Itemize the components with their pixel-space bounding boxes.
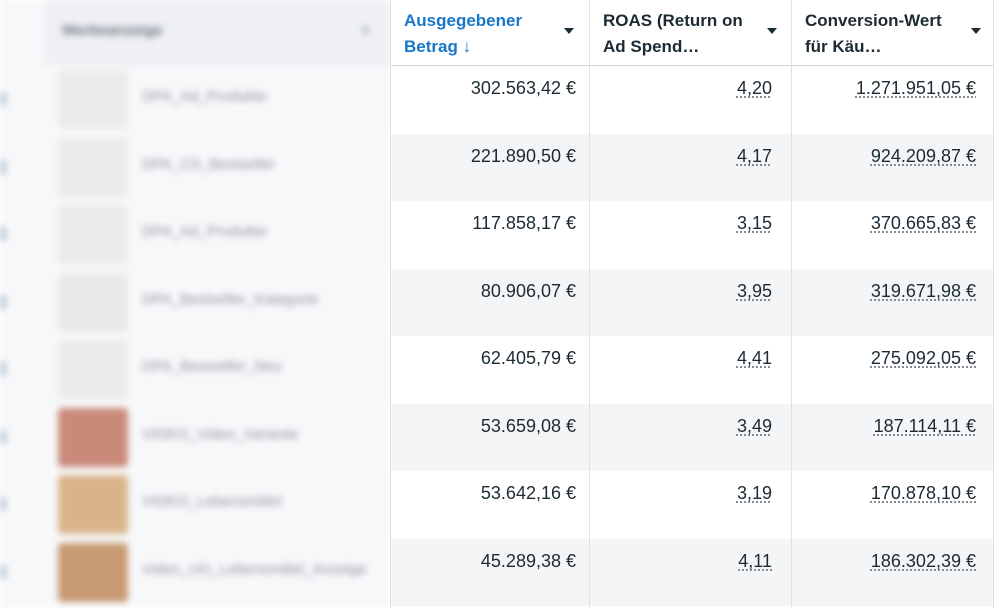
table-row: 62.405,79 € 4,41 275.092,05 € — [390, 336, 994, 403]
conversion-value: 1.271.951,05 € — [855, 78, 976, 98]
table-row: 53.642,16 € 3,19 170.878,10 € — [390, 471, 994, 538]
conversion-value-cell[interactable]: 170.878,10 € — [871, 483, 976, 504]
column-header-spend-label: Ausgegebener Betrag ↓ — [404, 11, 523, 56]
spend-cell: 45.289,38 € — [480, 550, 576, 571]
roas-cell[interactable]: 3,95 — [737, 281, 772, 302]
conversion-value-cell[interactable]: 319.671,98 € — [871, 281, 976, 302]
conversion-value-cell[interactable]: 186.302,39 € — [871, 551, 976, 572]
spend-cell: 80.906,07 € — [480, 280, 576, 301]
ad-name[interactable]: Video_UG_Lebensmittel_Anzeige — [142, 560, 367, 578]
conversion-value: 187.114,11 € — [873, 415, 976, 436]
conversion-value: 186.302,39 € — [870, 550, 976, 571]
roas-value: 3,49 — [736, 415, 772, 436]
row-marker — [0, 497, 6, 511]
conversion-value-cell[interactable]: 187.114,11 € — [874, 416, 976, 437]
roas-cell[interactable]: 4,17 — [737, 146, 772, 167]
row-marker — [0, 429, 6, 444]
conversion-value: 924.209,87 € — [870, 145, 976, 166]
ad-name-column-blurred: Werbeanzeige ▾ DPA_Ad_Produkte DPA_CS_Bes… — [0, 0, 390, 608]
spend-cell: 53.642,16 € — [480, 483, 576, 503]
table-row: 302.563,42 € 4,20 1.271.951,05 € — [390, 66, 994, 133]
spend-cell: 117.858,17 € — [472, 213, 576, 233]
table-row: 53.659,08 € 3,49 187.114,11 € — [390, 403, 994, 471]
conversion-value-cell[interactable]: 924.209,87 € — [871, 146, 976, 167]
row-marker — [0, 564, 6, 579]
caret-down-icon[interactable] — [564, 28, 574, 34]
table-row: 117.858,17 € 3,15 370.665,83 € — [390, 201, 994, 268]
table-row: 45.289,38 € 4,11 186.302,39 € — [390, 538, 994, 606]
conversion-value-cell[interactable]: 275.092,05 € — [871, 348, 976, 369]
ad-name-column-header[interactable]: Werbeanzeige ▾ — [44, 0, 390, 66]
column-header-roas-label: ROAS (Return on Ad Spend… — [603, 11, 743, 56]
column-header-conversion-label: Conversion-Wert für Käu… — [805, 11, 942, 56]
caret-down-icon[interactable] — [971, 28, 981, 34]
ad-row[interactable]: DPA_CS_Bestseller — [0, 134, 390, 201]
ad-thumbnail — [58, 475, 128, 534]
column-divider — [390, 0, 391, 608]
roas-cell[interactable]: 4,20 — [737, 78, 772, 99]
column-header-spend[interactable]: Ausgegebener Betrag ↓ — [390, 0, 589, 66]
conversion-value: 370.665,83 € — [870, 213, 976, 233]
roas-value: 3,19 — [736, 483, 772, 503]
ad-thumbnail — [58, 272, 128, 332]
row-marker — [0, 159, 6, 174]
row-marker — [0, 362, 6, 376]
ad-name[interactable]: DPA_Bestseller_Neu — [142, 358, 282, 375]
roas-value: 4,11 — [738, 550, 772, 571]
conversion-value: 319.671,98 € — [870, 280, 976, 301]
conversion-value-cell[interactable]: 1.271.951,05 € — [856, 78, 976, 99]
roas-value: 3,95 — [736, 280, 772, 301]
row-marker — [0, 294, 6, 309]
ad-row[interactable]: Video_UG_Lebensmittel_Anzeige — [0, 539, 390, 606]
table-row: 80.906,07 € 3,95 319.671,98 € — [390, 268, 994, 336]
spend-cell: 221.890,50 € — [470, 145, 576, 166]
roas-value: 3,15 — [736, 213, 772, 233]
ad-name[interactable]: DPA_Bestseller_Kategorie — [142, 290, 319, 308]
metrics-table: 302.563,42 € 4,20 1.271.951,05 € 221.890,50… — [390, 0, 994, 608]
ad-name[interactable]: VIDEO_Lebensmittel — [142, 493, 283, 510]
ad-row[interactable]: DPA_Ad_Produkte — [0, 66, 390, 133]
table-row: 221.890,50 € 4,17 924.209,87 € — [390, 133, 994, 201]
ad-name[interactable]: DPA_Ad_Produkte — [142, 223, 267, 240]
ad-row[interactable]: VIDEO_Video_Variante — [0, 404, 390, 471]
column-header-conversion-value[interactable]: Conversion-Wert für Käu… — [791, 0, 994, 66]
spend-cell: 302.563,42 € — [470, 78, 576, 98]
ad-thumbnail — [58, 70, 128, 129]
conversion-value: 275.092,05 € — [870, 348, 976, 368]
ad-thumbnail — [58, 340, 128, 399]
column-divider — [791, 0, 792, 608]
roas-cell[interactable]: 3,19 — [737, 483, 772, 504]
ad-thumbnail — [58, 542, 128, 602]
ad-thumbnail — [58, 205, 128, 264]
spend-cell: 53.659,08 € — [480, 415, 576, 436]
roas-cell[interactable]: 3,15 — [737, 213, 772, 234]
conversion-value-cell[interactable]: 370.665,83 € — [871, 213, 976, 234]
ad-name-header-label: Werbeanzeige — [62, 22, 163, 39]
column-header-roas[interactable]: ROAS (Return on Ad Spend… — [589, 0, 791, 66]
ad-name[interactable]: DPA_Ad_Produkte — [142, 88, 267, 105]
roas-value: 4,17 — [736, 145, 772, 166]
roas-cell[interactable]: 3,49 — [737, 416, 772, 437]
ad-thumbnail — [58, 137, 128, 197]
ad-name[interactable]: VIDEO_Video_Variante — [142, 425, 299, 443]
ad-name[interactable]: DPA_CS_Bestseller — [142, 155, 276, 173]
roas-value: 4,41 — [736, 348, 772, 368]
conversion-value: 170.878,10 € — [870, 483, 976, 503]
chevron-down-icon: ▾ — [362, 22, 370, 38]
roas-cell[interactable]: 4,41 — [737, 348, 772, 369]
column-divider — [589, 0, 590, 608]
spend-cell: 62.405,79 € — [480, 348, 576, 368]
caret-down-icon[interactable] — [767, 28, 777, 34]
ad-thumbnail — [58, 407, 128, 467]
ad-row[interactable]: DPA_Ad_Produkte — [0, 201, 390, 268]
ad-row[interactable]: VIDEO_Lebensmittel — [0, 471, 390, 538]
row-marker — [0, 227, 6, 241]
row-marker — [0, 92, 6, 106]
roas-cell[interactable]: 4,11 — [738, 551, 772, 572]
roas-value: 4,20 — [736, 78, 772, 98]
ad-row[interactable]: DPA_Bestseller_Neu — [0, 336, 390, 403]
ad-row[interactable]: DPA_Bestseller_Kategorie — [0, 269, 390, 336]
